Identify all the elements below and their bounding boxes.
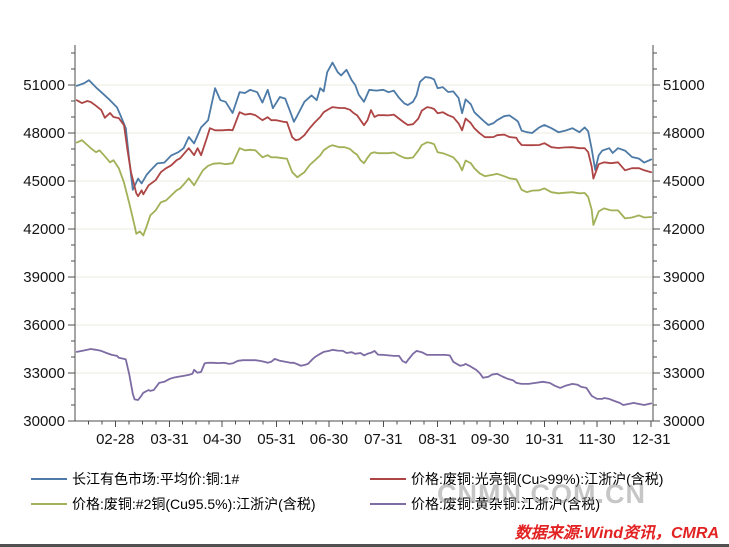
legend-swatch-green-line [31, 503, 67, 505]
svg-text:10-31: 10-31 [525, 431, 563, 448]
legend-swatch-purple-line [370, 503, 406, 505]
svg-text:04-30: 04-30 [203, 431, 241, 448]
svg-text:42000: 42000 [663, 221, 705, 238]
legend-label: 长江有色市场:平均价:铜:1# [72, 471, 240, 487]
svg-text:48000: 48000 [23, 125, 65, 142]
legend-swatch-blue-line [31, 478, 67, 480]
legend-label: 价格:废铜:黄杂铜:江浙沪(含税) [411, 496, 600, 512]
legend-item-bright-copper: 价格:废铜:光亮铜(Cu>99%):江浙沪(含税) [370, 471, 663, 487]
svg-text:33000: 33000 [663, 365, 705, 382]
svg-text:06-30: 06-30 [310, 431, 348, 448]
svg-text:02-28: 02-28 [96, 431, 134, 448]
svg-text:11-30: 11-30 [578, 431, 615, 448]
legend-swatch-red-line [370, 478, 406, 480]
bottom-edge-line [0, 544, 729, 547]
svg-text:48000: 48000 [663, 125, 705, 142]
svg-text:03-31: 03-31 [150, 431, 188, 448]
legend-label: 价格:废铜:光亮铜(Cu>99%):江浙沪(含税) [411, 471, 664, 487]
svg-text:42000: 42000 [23, 221, 65, 238]
legend-item-yellow-brass: 价格:废铜:黄杂铜:江浙沪(含税) [370, 496, 600, 512]
legend-label: 价格:废铜:#2铜(Cu95.5%):江浙沪(含税) [72, 496, 316, 512]
cnmn-watermark: CNMN.COM.CN [437, 479, 646, 509]
svg-text:45000: 45000 [23, 173, 65, 190]
svg-text:51000: 51000 [23, 77, 65, 94]
svg-text:36000: 36000 [23, 317, 65, 334]
svg-text:36000: 36000 [663, 317, 705, 334]
svg-text:51000: 51000 [663, 77, 705, 94]
svg-text:33000: 33000 [23, 365, 65, 382]
svg-text:30000: 30000 [23, 413, 65, 430]
svg-text:12-31: 12-31 [632, 431, 670, 448]
svg-text:39000: 39000 [23, 269, 65, 286]
svg-text:07-31: 07-31 [364, 431, 402, 448]
legend-item-no2-copper: 价格:废铜:#2铜(Cu95.5%):江浙沪(含税) [31, 496, 315, 512]
data-source-note: 数据来源:Wind资讯，CMRA [514, 525, 719, 542]
svg-text:30000: 30000 [663, 413, 705, 430]
svg-text:39000: 39000 [663, 269, 705, 286]
svg-text:05-31: 05-31 [257, 431, 295, 448]
legend-item-changjiang-copper-avg: 长江有色市场:平均价:铜:1# [31, 471, 239, 487]
svg-text:08-31: 08-31 [418, 431, 456, 448]
svg-text:45000: 45000 [663, 173, 705, 190]
svg-text:09-30: 09-30 [471, 431, 509, 448]
